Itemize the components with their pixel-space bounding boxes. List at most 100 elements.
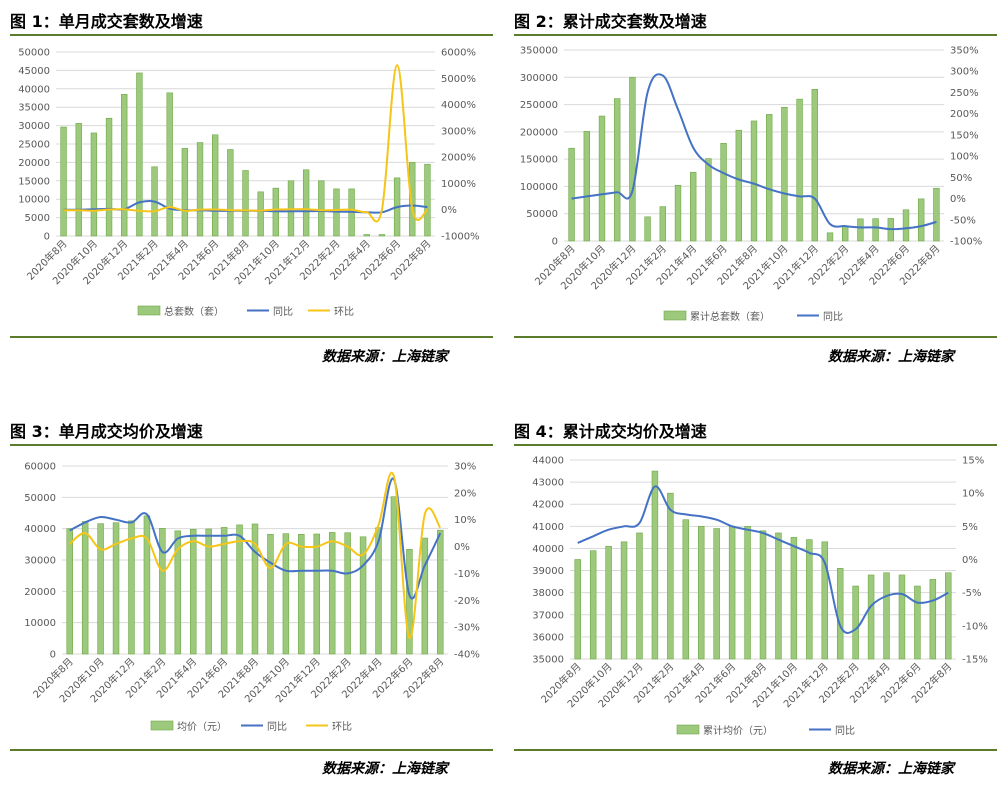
bar: [251, 523, 259, 655]
title-divider: [10, 34, 493, 36]
legend-label: 累计均价（元）: [703, 724, 773, 737]
bar: [112, 522, 120, 655]
y-tick-label-right: -1000%: [441, 232, 480, 243]
bar: [181, 148, 189, 237]
bar: [728, 526, 736, 660]
y-tick-label-right: 5%: [962, 522, 978, 533]
y-tick-label-right: 100%: [950, 152, 979, 163]
y-tick-label-left: 25000: [18, 140, 50, 151]
bar: [568, 147, 575, 242]
bar: [90, 132, 98, 237]
y-tick-label-left: 41000: [532, 522, 564, 533]
chart-panel: 图 3：单月成交均价及增速 0 10000 20000 30000 40000 50000…: [10, 418, 493, 783]
chart-plot: 0 5000 10000 15000 20000 25000 30000 35000 40000…: [18, 48, 480, 319]
bar: [318, 180, 325, 237]
bar: [806, 539, 813, 660]
legend-label: 同比: [835, 725, 855, 737]
y-tick-label-right: 0%: [950, 194, 966, 205]
bar: [328, 532, 336, 655]
source-note: 数据来源：上海链家: [322, 349, 448, 365]
bar: [211, 134, 219, 237]
y-tick-label-right: 15%: [962, 456, 984, 467]
bar: [744, 526, 751, 660]
bar: [136, 72, 143, 237]
chart-title: 图 3：单月成交均价及增速: [10, 422, 203, 441]
y-tick-label-right: -10%: [454, 569, 480, 580]
bar: [196, 142, 204, 237]
bar: [796, 98, 803, 242]
y-tick-label-left: 20000: [18, 158, 50, 169]
bar: [811, 88, 818, 242]
bar: [836, 568, 844, 660]
bar: [390, 496, 398, 655]
y-tick-label-right: 10%: [454, 515, 476, 526]
legend-label: 同比: [823, 311, 843, 323]
bar: [583, 131, 590, 242]
y-tick-label-right: -30%: [454, 623, 480, 634]
chart-panel: 图 4：累计成交均价及增速 35000 36000 37000 38000 39000 4…: [514, 418, 997, 783]
y-tick-label-left: 0: [44, 232, 50, 243]
series-line: [69, 472, 442, 639]
bar: [682, 519, 690, 660]
bar: [667, 492, 674, 660]
y-tick-label-right: 1000%: [441, 179, 476, 190]
y-tick-label-left: 10000: [24, 618, 56, 629]
y-tick-label-left: 40000: [24, 524, 56, 535]
bar: [852, 585, 859, 660]
y-tick-label-right: 20%: [454, 488, 476, 499]
bar: [121, 94, 128, 237]
chart-plot: 0 50000 100000 150000 200000 250000 300000 3500…: [520, 46, 982, 324]
y-tick-label-right: 30%: [454, 462, 476, 473]
bar: [220, 527, 228, 655]
bar: [589, 550, 597, 660]
y-tick-label-right: 4000%: [441, 100, 476, 111]
y-tick-label-left: 200000: [520, 127, 558, 138]
bar: [257, 191, 264, 237]
bar: [174, 530, 182, 655]
y-tick-label-left: 350000: [520, 46, 558, 57]
chart-title: 图 1：单月成交套数及增速: [10, 12, 203, 31]
bar: [302, 169, 310, 237]
title-divider: [514, 34, 997, 36]
bar: [945, 572, 952, 660]
y-tick-label-right: -50%: [950, 215, 976, 226]
y-tick-label-right: 2000%: [441, 153, 476, 164]
bar: [929, 579, 937, 660]
bar: [914, 585, 921, 660]
series-line: [577, 485, 949, 634]
bar: [75, 123, 82, 237]
bar: [409, 162, 416, 237]
bar: [359, 536, 367, 655]
bar: [128, 520, 135, 655]
bar: [205, 528, 212, 655]
bar: [267, 534, 274, 655]
bar: [424, 163, 431, 237]
y-tick-label-left: 60000: [24, 462, 56, 473]
y-tick-label-left: 15000: [18, 176, 50, 187]
y-tick-label-left: 0: [50, 650, 56, 661]
y-tick-label-left: 100000: [520, 182, 558, 193]
y-tick-label-left: 250000: [520, 100, 558, 111]
bottom-divider: [10, 749, 493, 751]
y-tick-label-right: 0%: [962, 555, 978, 566]
y-tick-label-left: 35000: [18, 103, 50, 114]
y-tick-label-left: 50000: [24, 493, 56, 504]
bar: [242, 170, 249, 237]
y-tick-label-left: 44000: [532, 456, 564, 467]
bar: [872, 218, 879, 242]
y-tick-label-right: 250%: [950, 88, 979, 99]
bar: [713, 528, 720, 660]
bottom-divider: [10, 336, 493, 338]
series-line: [571, 73, 937, 231]
chart-panel: 图 2：累计成交套数及增速 0 50000 100000 150000 200000 25…: [514, 8, 997, 378]
title-divider: [514, 444, 997, 446]
y-tick-label-right: 200%: [950, 109, 979, 120]
legend-swatch: [676, 724, 700, 735]
bar: [629, 76, 636, 242]
bar: [81, 521, 89, 655]
bar: [898, 574, 906, 660]
y-tick-label-left: 50000: [18, 48, 50, 59]
y-tick-label-right: 50%: [950, 173, 972, 184]
chart-plot: 35000 36000 37000 38000 39000 40000 41000 42000…: [532, 456, 988, 738]
y-tick-label-left: 50000: [526, 209, 558, 220]
